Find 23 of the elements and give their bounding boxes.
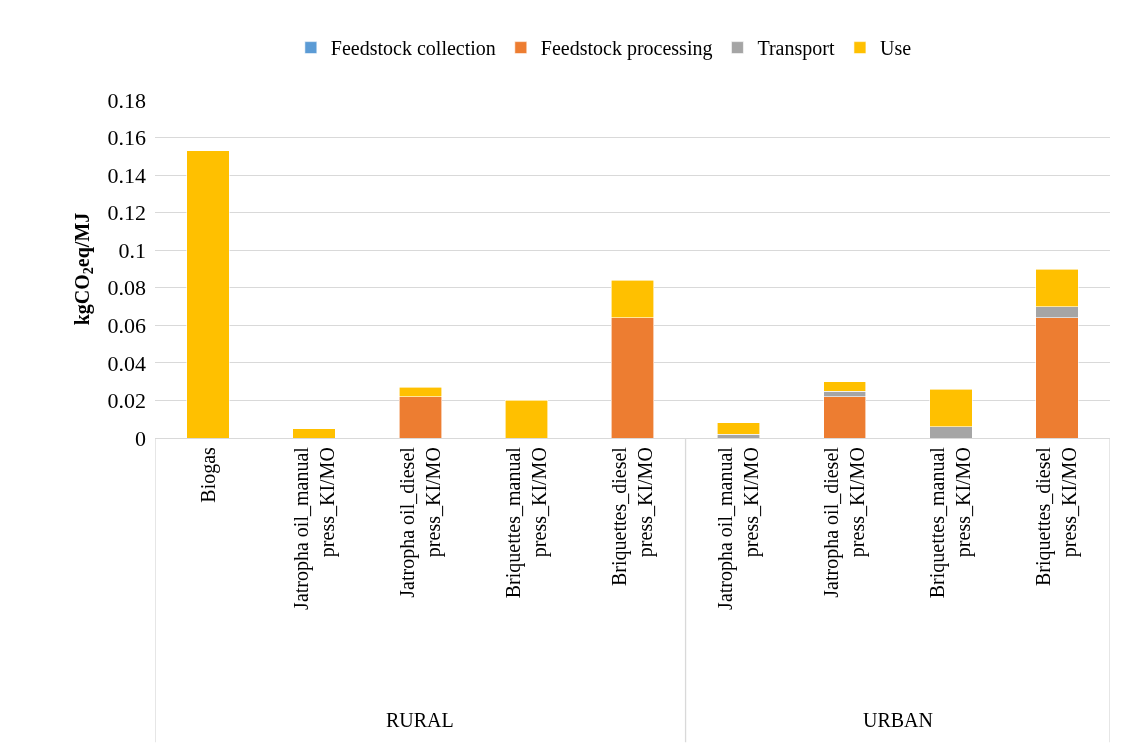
bar <box>823 396 867 438</box>
bar <box>504 400 548 438</box>
y-tick-label: 0.08 <box>107 275 146 301</box>
y-tick-label: 0.02 <box>107 388 146 414</box>
y-tick-label: 0.06 <box>107 313 146 339</box>
y-tick-label: 0.16 <box>107 125 146 151</box>
y-tick-label: 0.1 <box>118 237 146 263</box>
bar <box>186 150 230 438</box>
bar <box>717 422 761 435</box>
y-tick-label: 0.04 <box>107 350 146 376</box>
legend-label: Feedstock collection <box>330 37 496 60</box>
y-tick-label: 0.12 <box>107 200 146 226</box>
text: RURAL <box>386 709 454 731</box>
text: URBAN <box>863 709 934 731</box>
y-tick-label: 0 <box>135 425 146 451</box>
legend-label: Use <box>879 37 912 60</box>
bar <box>292 428 336 438</box>
legend-label: Feedstock processing <box>540 37 713 61</box>
x-tick-label: Biogas <box>196 446 220 503</box>
x-tick-label: Jatropha oil_manual press_KI/MO <box>289 446 339 610</box>
legend-label: Transport <box>757 37 835 61</box>
y-tick-label: 0.14 <box>107 162 146 188</box>
y-tick-label: 0.18 <box>107 87 146 113</box>
